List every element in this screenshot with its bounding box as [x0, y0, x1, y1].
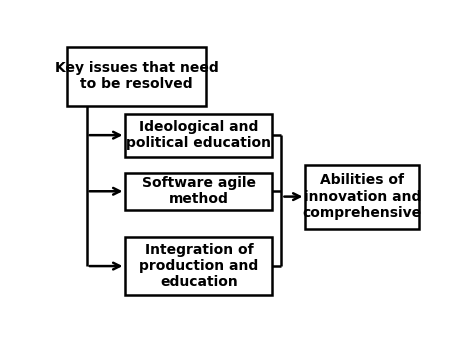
Text: Ideological and
political education: Ideological and political education [127, 120, 271, 150]
FancyBboxPatch shape [305, 164, 419, 229]
Text: Key issues that need
to be resolved: Key issues that need to be resolved [55, 61, 218, 92]
Text: Abilities of
innovation and
comprehensive: Abilities of innovation and comprehensiv… [303, 174, 422, 220]
FancyBboxPatch shape [125, 172, 272, 210]
Text: Software agile
method: Software agile method [142, 176, 256, 206]
FancyBboxPatch shape [125, 114, 272, 156]
FancyBboxPatch shape [125, 237, 272, 296]
FancyBboxPatch shape [66, 47, 206, 106]
Text: Integration of
production and
education: Integration of production and education [139, 243, 258, 289]
